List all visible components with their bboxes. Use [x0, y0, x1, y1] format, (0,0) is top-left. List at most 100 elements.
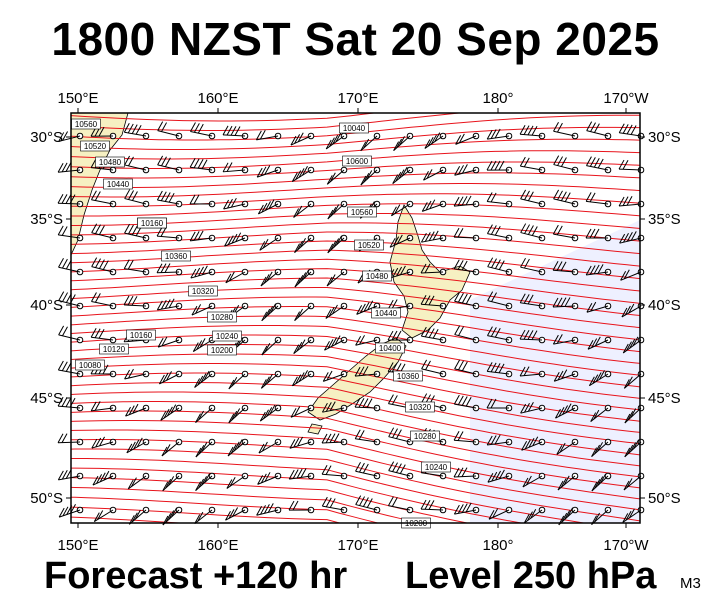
- contour-line: [71, 382, 640, 445]
- wind-barb: [356, 300, 381, 315]
- lon-label-top: 170°W: [603, 90, 649, 107]
- wind-barb: [624, 404, 645, 424]
- wind-barb: [261, 302, 282, 322]
- wind-barb: [222, 162, 249, 174]
- wind-barb: [288, 500, 315, 514]
- wind-barb: [261, 336, 282, 356]
- wind-barb: [190, 122, 216, 140]
- wind-barb: [486, 362, 513, 378]
- wind-barb: [158, 370, 183, 385]
- contour-line: [71, 161, 640, 179]
- wind-barb: [591, 472, 612, 492]
- wind-barb: [260, 370, 282, 389]
- contour-line: [71, 391, 640, 456]
- level-label: Level 250 hPa: [405, 555, 657, 597]
- contour-label-box: [354, 239, 384, 251]
- wind-barb: [161, 438, 183, 457]
- wind-barb: [519, 329, 546, 344]
- contour-label: 10160: [141, 219, 164, 228]
- wind-barb: [553, 369, 579, 382]
- wind-barb: [90, 401, 117, 412]
- contour-line: [71, 222, 640, 242]
- lon-label-top: 160°E: [197, 90, 238, 107]
- wind-barb: [390, 200, 414, 217]
- wind-barb: [453, 502, 480, 515]
- wind-barb: [523, 506, 546, 524]
- wind-barb: [321, 433, 348, 446]
- wind-barb: [585, 192, 612, 208]
- wind-barb: [420, 295, 447, 310]
- contour-label: 10240: [216, 332, 239, 341]
- contour-line: [71, 372, 640, 433]
- wind-barb: [321, 401, 348, 413]
- wind-barb: [453, 394, 480, 412]
- wind-barb: [487, 291, 513, 310]
- wind-barb: [585, 264, 612, 276]
- contour-line: [71, 420, 640, 489]
- contour-line: [71, 486, 423, 523]
- wind-barb: [288, 468, 315, 480]
- lat-label-left: 30°S: [30, 129, 63, 146]
- contour-line: [71, 458, 587, 523]
- wind-barb: [420, 230, 447, 243]
- wind-barb: [228, 404, 249, 424]
- contour-label-box: [375, 342, 405, 354]
- wind-barb: [124, 223, 150, 242]
- wind-barb: [326, 268, 348, 287]
- contour-label-box: [126, 329, 156, 341]
- wind-barb: [223, 197, 249, 210]
- wind-barb: [619, 231, 645, 244]
- contour-line: [71, 439, 640, 511]
- wind-barb: [225, 506, 249, 521]
- wind-barb: [591, 438, 612, 458]
- contour-label: 10440: [107, 180, 130, 189]
- axis-labels: 150°E 150°E 160°E 160°E 170°E 170°E 180° 180° 17…: [30, 90, 680, 554]
- wind-barb: [486, 192, 513, 208]
- wind-barb: [520, 257, 546, 276]
- wind-barb: [90, 328, 117, 344]
- contour-label-box: [207, 311, 237, 323]
- contour-line: [71, 315, 640, 364]
- wind-barb: [57, 396, 84, 412]
- wind-barb: [355, 495, 381, 514]
- wind-barb: [552, 260, 579, 276]
- contour-line: [71, 240, 640, 267]
- chart-title: 1800 NZST Sat 20 Sep 2025: [51, 13, 660, 65]
- wind-barb: [487, 257, 513, 276]
- wind-barb: [57, 433, 84, 446]
- wind-barb: [289, 436, 315, 449]
- wind-barb: [189, 230, 216, 242]
- wind-barb: [486, 398, 513, 412]
- wind-barb: [520, 223, 546, 242]
- wind-barb: [91, 223, 117, 242]
- wind-barb: [227, 438, 249, 457]
- wind-barb: [454, 291, 480, 310]
- wind-barb: [91, 257, 117, 276]
- contour-line: [71, 467, 525, 523]
- contour-line: [71, 126, 640, 150]
- wind-barb: [519, 125, 546, 140]
- wind-barb: [90, 190, 117, 208]
- wind-barb: [552, 224, 579, 242]
- lat-label-right: 45°S: [648, 390, 681, 407]
- contour-line: [71, 363, 640, 422]
- contour-line: [71, 506, 342, 523]
- wind-barb: [558, 506, 579, 526]
- contour-label: 10360: [397, 372, 420, 381]
- wind-barb: [423, 166, 447, 181]
- wind-barb: [327, 234, 348, 254]
- wind-barb: [322, 370, 348, 382]
- wind-barb: [420, 499, 447, 514]
- contour-line: [71, 193, 640, 207]
- wind-barb: [125, 403, 150, 417]
- wind-barb: [392, 166, 414, 184]
- contour-line: [71, 306, 640, 353]
- wind-barb: [58, 131, 84, 142]
- map-frame: [70, 112, 641, 524]
- axis-ticks: [66, 108, 645, 528]
- contour-label: 10600: [346, 157, 369, 166]
- wind-barb: [290, 132, 315, 146]
- contour-label-box: [347, 206, 377, 218]
- wind-barb: [355, 461, 381, 480]
- wind-barb: [552, 334, 579, 345]
